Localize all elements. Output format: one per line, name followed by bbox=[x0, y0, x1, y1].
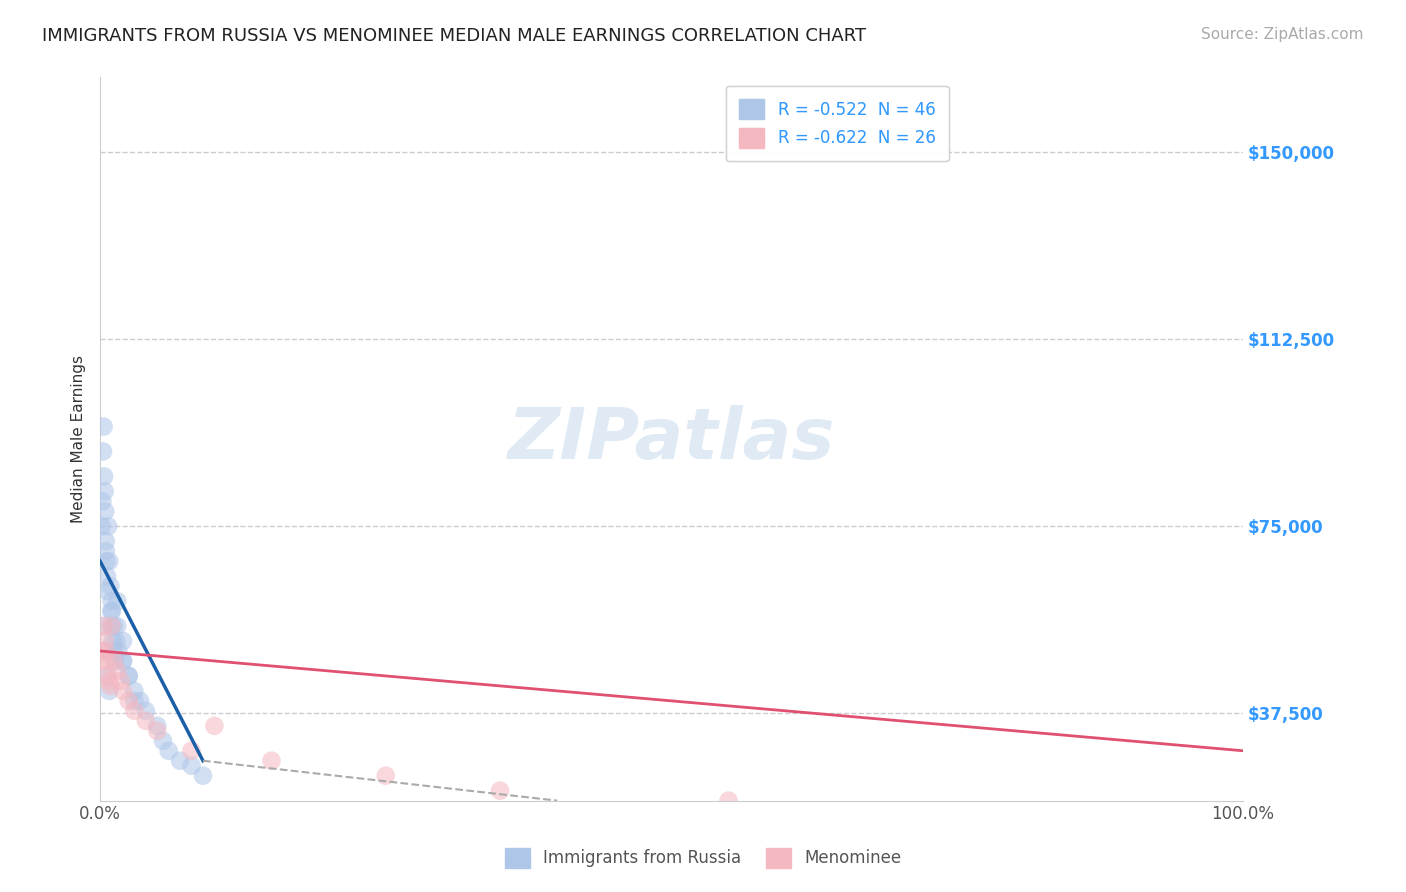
Point bbox=[124, 704, 146, 718]
Point bbox=[94, 534, 117, 549]
Point bbox=[118, 694, 141, 708]
Y-axis label: Median Male Earnings: Median Male Earnings bbox=[72, 355, 86, 523]
Point bbox=[90, 519, 112, 533]
Point bbox=[110, 673, 132, 688]
Point bbox=[111, 634, 134, 648]
Point bbox=[91, 444, 114, 458]
Point bbox=[105, 594, 128, 608]
Point bbox=[101, 634, 124, 648]
Point bbox=[94, 644, 117, 658]
Point bbox=[129, 694, 152, 708]
Point bbox=[93, 634, 115, 648]
Point bbox=[93, 419, 115, 434]
Point bbox=[100, 594, 122, 608]
Point bbox=[489, 783, 512, 797]
Point bbox=[103, 654, 125, 668]
Point bbox=[97, 519, 120, 533]
Point bbox=[96, 584, 118, 599]
Point bbox=[146, 719, 169, 733]
Point bbox=[100, 604, 122, 618]
Point bbox=[104, 654, 127, 668]
Point bbox=[96, 654, 118, 668]
Legend: Immigrants from Russia, Menominee: Immigrants from Russia, Menominee bbox=[498, 841, 908, 875]
Point bbox=[100, 619, 122, 633]
Point bbox=[90, 644, 112, 658]
Point bbox=[202, 719, 225, 733]
Point bbox=[93, 469, 115, 483]
Point bbox=[96, 669, 118, 683]
Point bbox=[260, 754, 283, 768]
Point bbox=[374, 769, 396, 783]
Legend: R = -0.522  N = 46, R = -0.622  N = 26: R = -0.522 N = 46, R = -0.622 N = 26 bbox=[725, 86, 949, 161]
Point bbox=[191, 769, 214, 783]
Point bbox=[96, 569, 118, 583]
Point bbox=[111, 654, 134, 668]
Point bbox=[94, 544, 117, 558]
Point bbox=[124, 684, 146, 698]
Point bbox=[100, 604, 122, 618]
Point bbox=[94, 504, 117, 518]
Text: ZIPatlas: ZIPatlas bbox=[508, 405, 835, 474]
Point bbox=[98, 684, 121, 698]
Point bbox=[169, 754, 191, 768]
Point bbox=[103, 619, 125, 633]
Point bbox=[946, 808, 969, 822]
Point bbox=[91, 654, 114, 668]
Point bbox=[98, 673, 121, 688]
Point bbox=[93, 619, 115, 633]
Point bbox=[93, 644, 115, 658]
Point bbox=[124, 694, 146, 708]
Text: Source: ZipAtlas.com: Source: ZipAtlas.com bbox=[1201, 27, 1364, 42]
Point bbox=[180, 758, 202, 772]
Point bbox=[107, 644, 129, 658]
Point bbox=[180, 744, 202, 758]
Point bbox=[111, 654, 134, 668]
Point bbox=[98, 554, 121, 568]
Point bbox=[152, 733, 174, 747]
Point bbox=[717, 794, 740, 808]
Point bbox=[105, 619, 128, 633]
Point bbox=[100, 579, 122, 593]
Point bbox=[135, 714, 157, 728]
Point bbox=[111, 684, 134, 698]
Point bbox=[100, 619, 122, 633]
Point bbox=[91, 494, 114, 508]
Point bbox=[118, 669, 141, 683]
Point bbox=[105, 664, 128, 678]
Point bbox=[135, 704, 157, 718]
Point bbox=[93, 619, 115, 633]
Point bbox=[97, 669, 120, 683]
Point bbox=[103, 644, 125, 658]
Point bbox=[93, 484, 115, 499]
Text: IMMIGRANTS FROM RUSSIA VS MENOMINEE MEDIAN MALE EARNINGS CORRELATION CHART: IMMIGRANTS FROM RUSSIA VS MENOMINEE MEDI… bbox=[42, 27, 866, 45]
Point bbox=[157, 744, 180, 758]
Point bbox=[105, 634, 128, 648]
Point bbox=[100, 679, 122, 693]
Point bbox=[146, 723, 169, 738]
Point bbox=[96, 554, 118, 568]
Point bbox=[118, 669, 141, 683]
Point bbox=[831, 804, 853, 818]
